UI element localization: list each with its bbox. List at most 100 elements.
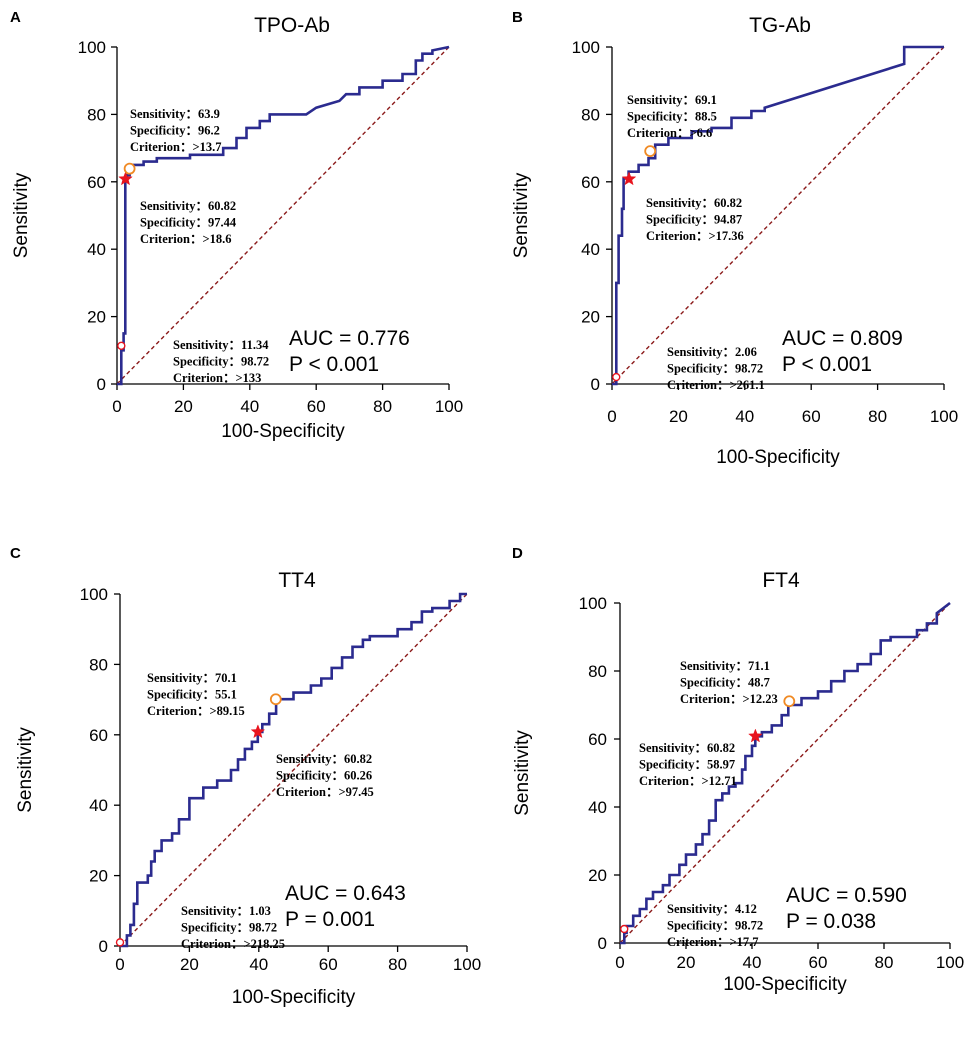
optimal-cutoff-star	[748, 728, 763, 743]
x-axis-title: 100-Specificity	[232, 987, 356, 1008]
y-tick-label: 40	[588, 798, 607, 817]
annotation-line: Specificity：98.72	[173, 355, 269, 369]
y-tick-label: 100	[78, 38, 106, 57]
annotation-line: Specificity：96.2	[130, 124, 220, 138]
reference-diagonal	[119, 593, 468, 947]
annotation-line: Specificity：97.44	[140, 216, 237, 230]
annotation-line: Sensitivity：69.1	[627, 93, 717, 107]
annotation-line: Sensitivity：60.82	[639, 741, 735, 755]
auc-label: AUC = 0.643	[285, 882, 406, 905]
annotation-line: Criterion：>18.6	[140, 232, 231, 246]
y-tick-label: 0	[598, 934, 607, 953]
x-tick-label: 40	[743, 953, 762, 972]
annotation-line: Sensitivity：4.12	[667, 902, 757, 916]
annotation-line: Criterion：>97.45	[276, 785, 374, 799]
cutoff-marker-red	[117, 341, 126, 350]
x-tick-label: 20	[180, 955, 199, 974]
cutoff-marker-orange	[644, 145, 657, 158]
annotation-line: Specificity：58.97	[639, 758, 735, 772]
annotation-line: Specificity：98.72	[667, 919, 763, 933]
y-tick-label: 20	[581, 308, 600, 327]
annotation-line: Criterion：>12.71	[639, 774, 737, 788]
panel-letter: C	[10, 545, 21, 562]
annotation-line: Specificity：60.26	[276, 769, 372, 783]
annotation-line: Criterion：>17.7	[667, 935, 758, 949]
y-axis-title: Sensitivity	[512, 730, 533, 816]
optimal-cutoff-star	[250, 724, 266, 739]
reference-diagonal	[611, 46, 945, 385]
annotation-line: Sensitivity：60.82	[646, 196, 742, 210]
y-tick-label: 60	[87, 173, 106, 192]
y-tick-label: 60	[588, 730, 607, 749]
annotation-line: Criterion：>6.6	[627, 126, 712, 140]
annotation-line: Sensitivity：1.03	[181, 904, 271, 918]
y-tick-label: 40	[87, 240, 106, 259]
p-value-label: P < 0.001	[782, 353, 872, 376]
annotation-line: Specificity：94.87	[646, 213, 742, 227]
panel-letter: D	[512, 545, 523, 562]
annotation-line: Criterion：>13.7	[130, 140, 221, 154]
x-axis-title: 100-Specificity	[221, 421, 345, 442]
panel-letter: A	[10, 9, 21, 26]
annotation-line: Specificity：98.72	[181, 921, 277, 935]
x-tick-label: 100	[930, 407, 958, 426]
annotation-line: Criterion：>12.23	[680, 692, 778, 706]
chart-title: TG-Ab	[749, 14, 811, 37]
x-tick-label: 0	[115, 955, 124, 974]
annotation-line: Sensitivity：60.82	[276, 752, 372, 766]
y-tick-label: 80	[581, 105, 600, 124]
optimal-cutoff-star	[621, 171, 637, 186]
chart-title: TPO-Ab	[254, 14, 330, 37]
x-axis-title: 100-Specificity	[723, 974, 847, 995]
y-axis-title: Sensitivity	[15, 727, 36, 813]
roc-curve	[120, 592, 467, 948]
panel-a: A TPO-Ab 0 20 40 60 80 100 0 20 40 60 80 100 100-Speci…	[10, 9, 463, 442]
x-tick-label: 80	[868, 407, 887, 426]
x-tick-label: 40	[249, 955, 268, 974]
panel-d: D FT4 0 20 40 60 80 100 0 20 40 60 80 100 100-Specific…	[512, 545, 964, 995]
cutoff-marker-red	[115, 938, 125, 947]
y-axis-title: Sensitivity	[511, 172, 532, 258]
reference-diagonal	[116, 46, 450, 385]
annotation-line: Criterion：>89.15	[147, 704, 245, 718]
x-tick-label: 20	[677, 953, 696, 972]
x-tick-label: 100	[936, 953, 964, 972]
y-tick-label: 0	[99, 937, 108, 956]
panel-letter: B	[512, 9, 523, 26]
y-tick-label: 80	[89, 655, 108, 674]
annotation-line: Criterion：>17.36	[646, 229, 744, 243]
y-tick-label: 80	[588, 662, 607, 681]
annotation-line: Specificity：48.7	[680, 676, 770, 690]
cutoff-marker-orange	[123, 162, 136, 175]
y-axis-title: Sensitivity	[11, 172, 32, 258]
y-tick-label: 0	[591, 375, 600, 394]
annotation-line: Sensitivity：60.82	[140, 199, 236, 213]
x-tick-label: 80	[875, 953, 894, 972]
p-value-label: P = 0.038	[786, 910, 876, 933]
y-tick-label: 80	[87, 105, 106, 124]
auc-label: AUC = 0.809	[782, 327, 903, 350]
p-value-label: P < 0.001	[289, 353, 379, 376]
x-tick-label: 0	[607, 407, 616, 426]
x-tick-label: 100	[453, 955, 481, 974]
annotation-line: Sensitivity：2.06	[667, 345, 757, 359]
auc-label: AUC = 0.590	[786, 884, 907, 907]
x-tick-label: 60	[307, 397, 326, 416]
y-tick-label: 40	[89, 796, 108, 815]
y-tick-label: 60	[89, 726, 108, 745]
panel-b: B TG-Ab 0 20 40 60 80 100 0 20 40 60 80 100 100-Specif…	[511, 9, 958, 468]
optimal-cutoff-star	[118, 171, 133, 186]
annotation-line: Specificity：55.1	[147, 688, 237, 702]
y-tick-label: 100	[80, 585, 108, 604]
annotation-line: Sensitivity：63.9	[130, 107, 220, 121]
x-tick-label: 60	[802, 407, 821, 426]
y-tick-label: 20	[588, 866, 607, 885]
annotation-line: Criterion：>218.25	[181, 937, 285, 951]
annotation-line: Specificity：98.72	[667, 362, 763, 376]
x-tick-label: 20	[174, 397, 193, 416]
cutoff-marker-orange	[783, 695, 796, 708]
panel-c: C TT4 0 20 40 60 80 100 0 20 40 60 80 100 100-Specific…	[10, 545, 481, 1008]
annotation-line: Sensitivity：71.1	[680, 659, 770, 673]
x-tick-label: 60	[809, 953, 828, 972]
cutoff-marker-red	[620, 924, 629, 934]
